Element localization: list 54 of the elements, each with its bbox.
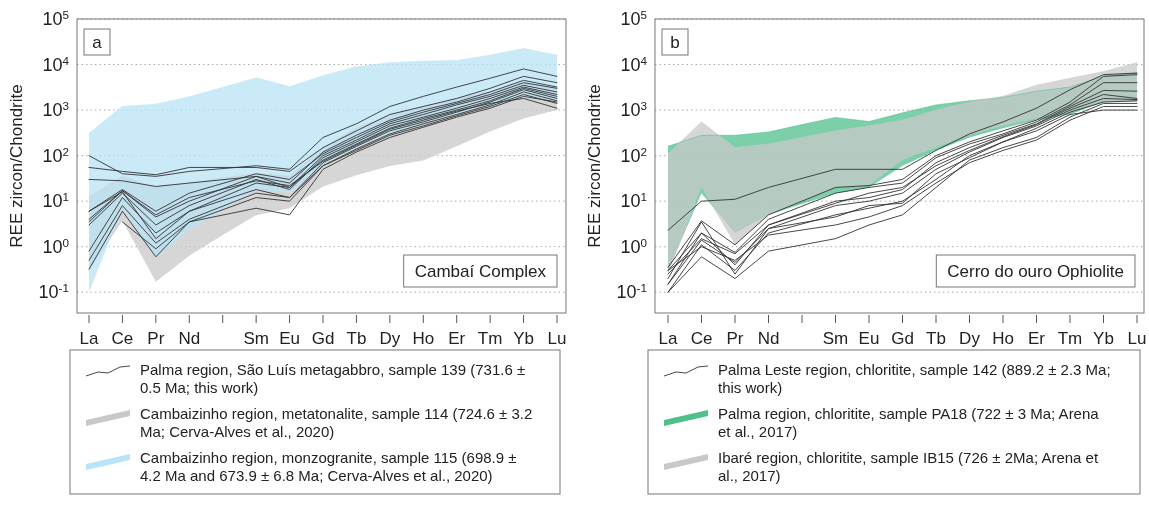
x-tick-label: La	[79, 329, 99, 348]
x-tick-label: Dy	[959, 329, 981, 348]
y-tick-label: 10$^{2}$	[42, 144, 69, 166]
legend-label: Palma Leste region, chloritite, sample 142 (889.2 ± 2.3 Ma; this work)	[718, 361, 1111, 397]
y-tick-label: 10$^{4}$	[42, 53, 70, 75]
y-tick-label: 10$^{0}$	[42, 235, 70, 257]
x-tick-label: Lu	[547, 329, 567, 348]
x-tick-label: Ce	[111, 329, 134, 348]
x-tick-label: Sm	[243, 329, 269, 348]
x-tick-label: Pr	[147, 329, 165, 348]
x-tick-label: La	[658, 329, 678, 348]
x-tick-label: Ho	[412, 329, 435, 348]
annotation: Cambaí Complex	[414, 262, 547, 281]
y-tick-label: 10$^{3}$	[620, 98, 647, 121]
y-axis-title: REE zircon/Chondrite	[585, 84, 604, 248]
x-tick-label: Tm	[1057, 329, 1083, 348]
y-tick-label: 10$^{1}$	[620, 189, 647, 212]
legend-label: Palma region, São Luís metagabbro, sample 139 (731.6 ± 0.5 Ma; this work)	[140, 361, 526, 397]
x-tick-label: Gd	[311, 329, 335, 348]
legend-label: Ibaré region, chloritite, sample IB15 (726 ± 2Ma; Arena et al., 2017)	[718, 449, 1099, 485]
x-tick-label: Tb	[926, 329, 946, 348]
x-tick-label: Er	[448, 329, 466, 348]
x-tick-label: Sm	[822, 329, 849, 348]
annotation: b	[670, 33, 680, 52]
x-tick-label: Tb	[346, 329, 367, 348]
legend-label: Cambaizinho region, monzogranite, sample 115 (698.9 ± 4.2 Ma and 673.9 ± 6.8 Ma; Cerva-Alves et al., 2020)	[140, 449, 517, 485]
y-tick-label: 10$^{0}$	[620, 235, 648, 257]
x-tick-label: Eu	[858, 329, 880, 348]
x-tick-label: Lu	[1127, 329, 1147, 348]
x-tick-label: Yb	[513, 329, 534, 348]
annotation: Cerro do ouro Ophiolite	[947, 262, 1125, 281]
x-tick-label: Eu	[279, 329, 300, 348]
legend-label: Palma region, chloritite, sample PA18 (722 ± 3 Ma; Arena et al., 2017)	[718, 405, 1100, 441]
y-tick-label: 10$^{3}$	[42, 98, 69, 121]
x-tick-label: Ce	[690, 329, 713, 348]
x-tick-label: Pr	[726, 329, 744, 348]
x-tick-label: Yb	[1093, 329, 1114, 348]
x-tick-label: Dy	[379, 329, 401, 348]
annotation: a	[92, 33, 103, 52]
x-tick-label: Nd	[757, 329, 780, 348]
y-tick-label: 10$^{-1}$	[38, 280, 69, 303]
legend-label: Cambaizinho region, metatonalite, sample 114 (724.6 ± 3.2 Ma; Cerva-Alves et al., 2020)	[140, 405, 533, 441]
y-axis-title: REE zircon/Chondrite	[7, 84, 26, 248]
x-tick-label: Tm	[477, 329, 503, 348]
y-tick-label: 10$^{1}$	[42, 189, 69, 212]
y-tick-label: 10$^{-1}$	[616, 280, 647, 303]
x-tick-label: Er	[1028, 329, 1046, 348]
y-tick-label: 10$^{2}$	[620, 144, 647, 166]
x-tick-label: Nd	[178, 329, 201, 348]
y-tick-label: 10$^{5}$	[42, 7, 70, 29]
x-tick-label: Gd	[891, 329, 914, 348]
x-tick-label: Ho	[992, 329, 1014, 348]
y-tick-label: 10$^{5}$	[620, 7, 648, 29]
y-tick-label: 10$^{4}$	[620, 53, 648, 75]
